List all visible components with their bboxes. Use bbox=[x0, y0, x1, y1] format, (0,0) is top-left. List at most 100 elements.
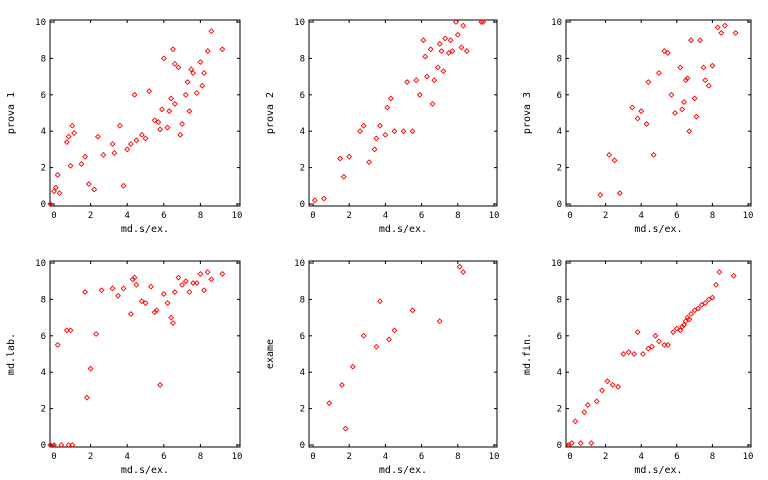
scatter-panel-2: 0 2 4 6 8 10 0 2 4 6 8 10 md.s/ex. prova 2 bbox=[265, 18, 499, 235]
data-point bbox=[463, 48, 470, 55]
data-point bbox=[640, 351, 646, 357]
data-point bbox=[342, 425, 349, 432]
data-point bbox=[693, 113, 700, 120]
plot-frame bbox=[308, 19, 498, 207]
data-point bbox=[449, 48, 456, 55]
y-axis-label: exame bbox=[265, 339, 276, 369]
data-point bbox=[691, 307, 698, 314]
data-point bbox=[650, 151, 657, 158]
data-point bbox=[127, 141, 134, 147]
plot-frame bbox=[49, 19, 241, 207]
data-point bbox=[709, 62, 716, 69]
data-point bbox=[427, 46, 434, 53]
data-point bbox=[193, 280, 200, 286]
data-point bbox=[175, 64, 182, 71]
y-tick-label: 2 bbox=[557, 164, 562, 174]
data-point bbox=[177, 131, 184, 138]
data-point bbox=[584, 402, 591, 408]
y-tick-label: 4 bbox=[557, 127, 562, 137]
data-point bbox=[179, 120, 186, 127]
data-point bbox=[201, 70, 207, 76]
data-point bbox=[581, 409, 588, 416]
data-point bbox=[648, 343, 655, 350]
data-point bbox=[679, 106, 686, 113]
x-tick-label: 4 bbox=[383, 452, 388, 462]
data-point bbox=[697, 37, 703, 44]
x-tick-label: 8 bbox=[455, 211, 460, 221]
data-point bbox=[634, 329, 641, 336]
data-point bbox=[340, 173, 347, 180]
data-point bbox=[320, 195, 327, 202]
data-point bbox=[142, 300, 149, 306]
data-point bbox=[373, 343, 380, 350]
data-point bbox=[84, 394, 90, 401]
plot-frame bbox=[308, 260, 498, 448]
y-tick-label: 8 bbox=[300, 54, 305, 64]
data-point bbox=[168, 95, 175, 102]
data-point bbox=[170, 46, 176, 53]
data-point bbox=[360, 332, 367, 339]
data-point bbox=[732, 29, 739, 36]
data-point bbox=[94, 133, 101, 140]
data-point bbox=[645, 345, 652, 352]
data-point bbox=[434, 64, 441, 71]
y-axis-label: md.fin. bbox=[522, 333, 533, 375]
data-point bbox=[409, 128, 416, 135]
x-tick-label: 10 bbox=[232, 211, 243, 221]
scatter-panel-4: 0 2 4 6 8 10 0 2 4 6 8 10 md.s/ex. md.lab. bbox=[6, 259, 242, 476]
data-point bbox=[413, 77, 420, 84]
data-point bbox=[146, 88, 153, 95]
y-tick-label: 8 bbox=[557, 54, 562, 64]
data-point bbox=[377, 298, 383, 305]
data-point bbox=[480, 19, 487, 25]
data-point bbox=[673, 325, 680, 332]
x-tick-label: 2 bbox=[88, 211, 93, 221]
data-point bbox=[686, 128, 693, 135]
plot-frame bbox=[49, 260, 241, 448]
data-point bbox=[346, 153, 353, 160]
data-point bbox=[454, 31, 461, 38]
data-point bbox=[382, 131, 389, 138]
data-point bbox=[371, 146, 378, 153]
data-point bbox=[129, 276, 136, 283]
y-tick-label: 6 bbox=[557, 91, 562, 101]
scatter-panel-6: 0 2 4 6 8 10 0 2 4 6 8 10 md.s/ex. md.fin. bbox=[522, 259, 753, 476]
data-point bbox=[182, 91, 189, 98]
x-tick-label: 6 bbox=[419, 211, 424, 221]
data-point bbox=[387, 95, 394, 102]
data-point bbox=[672, 110, 678, 116]
x-tick-label: 2 bbox=[346, 452, 351, 462]
data-point bbox=[656, 70, 662, 76]
data-point bbox=[400, 128, 407, 135]
data-point bbox=[460, 269, 467, 276]
y-tick-label: 4 bbox=[300, 127, 305, 137]
data-point bbox=[179, 281, 186, 288]
data-point bbox=[349, 363, 356, 370]
data-point bbox=[445, 50, 452, 56]
data-point bbox=[645, 79, 652, 85]
x-tick-label: 0 bbox=[310, 452, 315, 462]
data-point bbox=[160, 291, 167, 297]
y-tick-label: 6 bbox=[300, 91, 305, 101]
data-point bbox=[204, 48, 211, 55]
data-point bbox=[705, 296, 712, 303]
data-point bbox=[631, 351, 638, 357]
data-point bbox=[718, 29, 725, 36]
y-tick-label: 10 bbox=[551, 18, 562, 28]
data-point bbox=[680, 99, 687, 106]
data-point bbox=[629, 104, 636, 111]
y-tick-label: 8 bbox=[41, 295, 46, 305]
x-axis-label: md.s/ex. bbox=[121, 224, 169, 235]
data-point bbox=[168, 314, 175, 321]
data-point bbox=[615, 383, 621, 390]
data-point bbox=[572, 418, 579, 425]
data-point bbox=[616, 190, 623, 197]
data-point bbox=[166, 108, 173, 115]
y-tick-label: 6 bbox=[41, 91, 46, 101]
data-point bbox=[67, 162, 74, 169]
data-point bbox=[625, 349, 632, 356]
y-tick-label: 8 bbox=[300, 295, 305, 305]
x-tick-label: 0 bbox=[51, 452, 56, 462]
data-point bbox=[606, 151, 613, 158]
data-point bbox=[442, 35, 449, 42]
